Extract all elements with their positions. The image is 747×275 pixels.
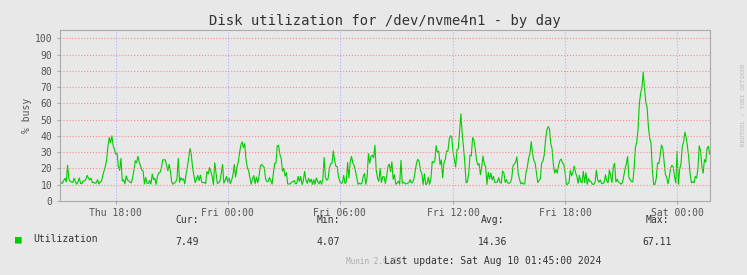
Text: ■: ■ <box>15 234 22 244</box>
Text: Min:: Min: <box>317 215 341 225</box>
Text: 67.11: 67.11 <box>642 237 672 247</box>
Text: Utilization: Utilization <box>34 234 99 244</box>
Text: Avg:: Avg: <box>481 215 505 225</box>
Text: 14.36: 14.36 <box>478 237 508 247</box>
Text: RRDTOOL / TOBI OETIKER: RRDTOOL / TOBI OETIKER <box>740 63 746 146</box>
Text: 4.07: 4.07 <box>317 237 341 247</box>
Text: Last update: Sat Aug 10 01:45:00 2024: Last update: Sat Aug 10 01:45:00 2024 <box>385 256 601 266</box>
Text: Max:: Max: <box>645 215 669 225</box>
Text: Cur:: Cur: <box>175 215 199 225</box>
Title: Disk utilization for /dev/nvme4n1 - by day: Disk utilization for /dev/nvme4n1 - by d… <box>209 14 560 28</box>
Y-axis label: % busy: % busy <box>22 98 31 133</box>
Text: 7.49: 7.49 <box>175 237 199 247</box>
Text: Munin 2.0.67: Munin 2.0.67 <box>346 257 401 266</box>
